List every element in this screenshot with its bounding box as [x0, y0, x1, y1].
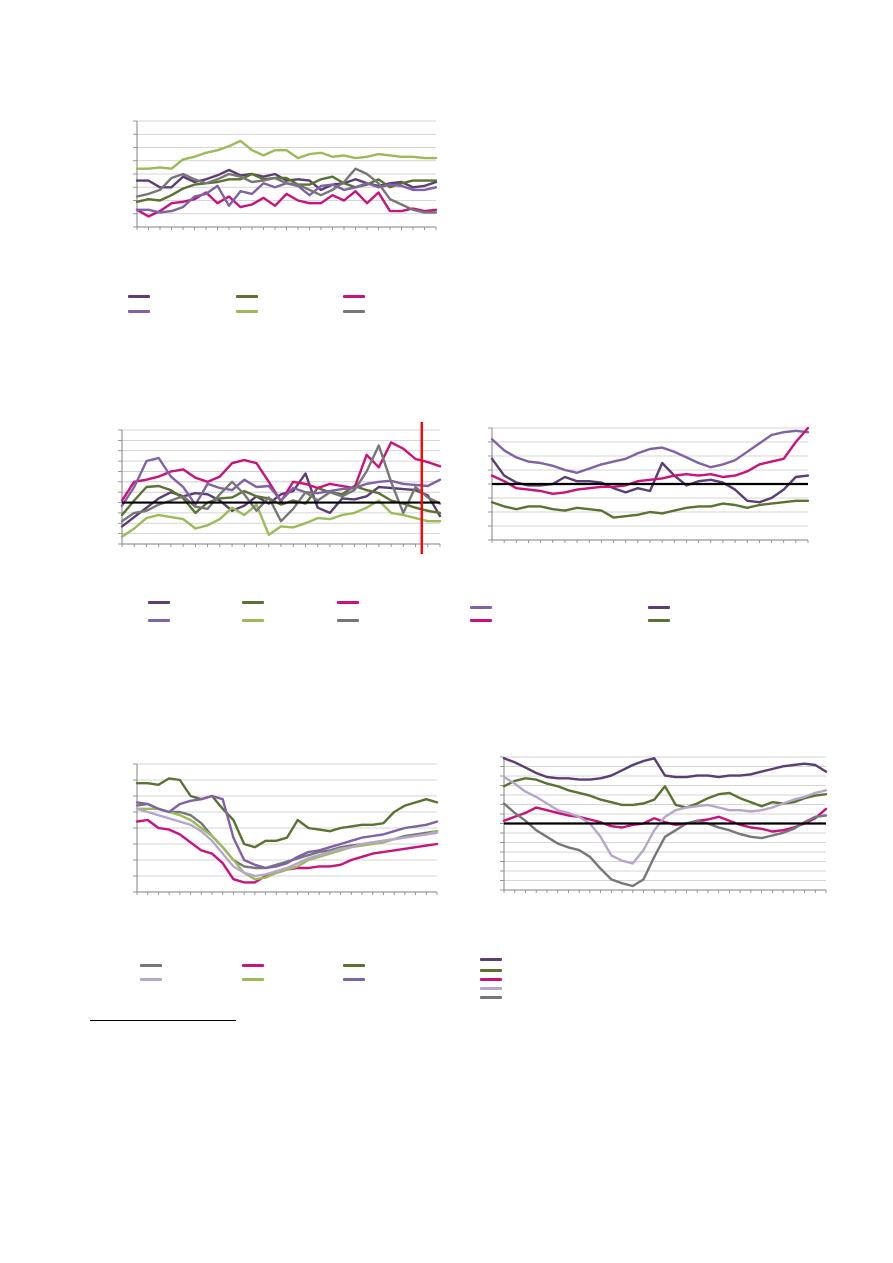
- legend-swatch-purple: [148, 619, 170, 622]
- legend-swatch-gray: [343, 310, 365, 313]
- legend-swatch-light_green: [242, 619, 264, 622]
- legend-swatch-magenta: [242, 964, 264, 967]
- series-line-gray: [135, 167, 438, 214]
- legend-swatch-magenta: [343, 295, 365, 298]
- legend-swatch-gray: [140, 964, 162, 967]
- series-line-purple: [135, 794, 439, 870]
- legend-swatch-dark_purple: [148, 601, 170, 604]
- legend-swatch-dark_purple: [480, 958, 502, 961]
- series-line-olive: [135, 777, 439, 849]
- legend-swatch-olive: [648, 619, 670, 622]
- series-line-purple: [490, 429, 810, 474]
- legend-swatch-light_green: [236, 310, 258, 313]
- series-line-olive: [490, 499, 810, 519]
- footnote-divider: [90, 1020, 236, 1021]
- legend-swatch-olive: [343, 964, 365, 967]
- series-line-dark_purple: [502, 757, 828, 781]
- legend-swatch-olive: [242, 601, 264, 604]
- series-line-gray: [120, 444, 442, 523]
- legend-swatch-light_green: [242, 978, 264, 981]
- series-line-magenta: [490, 426, 810, 496]
- series-line-olive: [120, 484, 442, 517]
- legend-swatch-lavender: [140, 978, 162, 981]
- series-line-olive: [502, 777, 828, 809]
- legend-swatch-lavender: [480, 987, 502, 990]
- series-line-magenta: [502, 806, 828, 833]
- chart-2: [118, 422, 442, 554]
- legend-swatch-dark_purple: [648, 606, 670, 609]
- series-line-purple: [120, 456, 442, 507]
- series-line-magenta: [135, 818, 439, 884]
- series-line-light_green: [135, 139, 438, 170]
- legend-swatch-gray: [337, 619, 359, 622]
- legend-swatch-gray: [480, 996, 502, 999]
- legend-swatch-magenta: [480, 978, 502, 981]
- legend-swatch-purple: [470, 606, 492, 609]
- chart-4: [133, 763, 439, 895]
- series-line-light_green: [120, 499, 442, 538]
- chart-1: [133, 120, 438, 230]
- series-line-lavender: [502, 775, 828, 865]
- legend-swatch-magenta: [470, 619, 492, 622]
- series-line-magenta: [135, 189, 438, 218]
- legend-swatch-olive: [236, 295, 258, 298]
- chart-3: [488, 426, 810, 543]
- chart-5: [500, 756, 828, 893]
- series-line-lavender: [135, 807, 439, 878]
- legend-swatch-dark_purple: [128, 295, 150, 298]
- series-line-gray: [502, 802, 828, 888]
- legend-swatch-purple: [343, 978, 365, 981]
- legend-swatch-purple: [128, 310, 150, 313]
- legend-swatch-olive: [480, 969, 502, 972]
- legend-swatch-magenta: [337, 601, 359, 604]
